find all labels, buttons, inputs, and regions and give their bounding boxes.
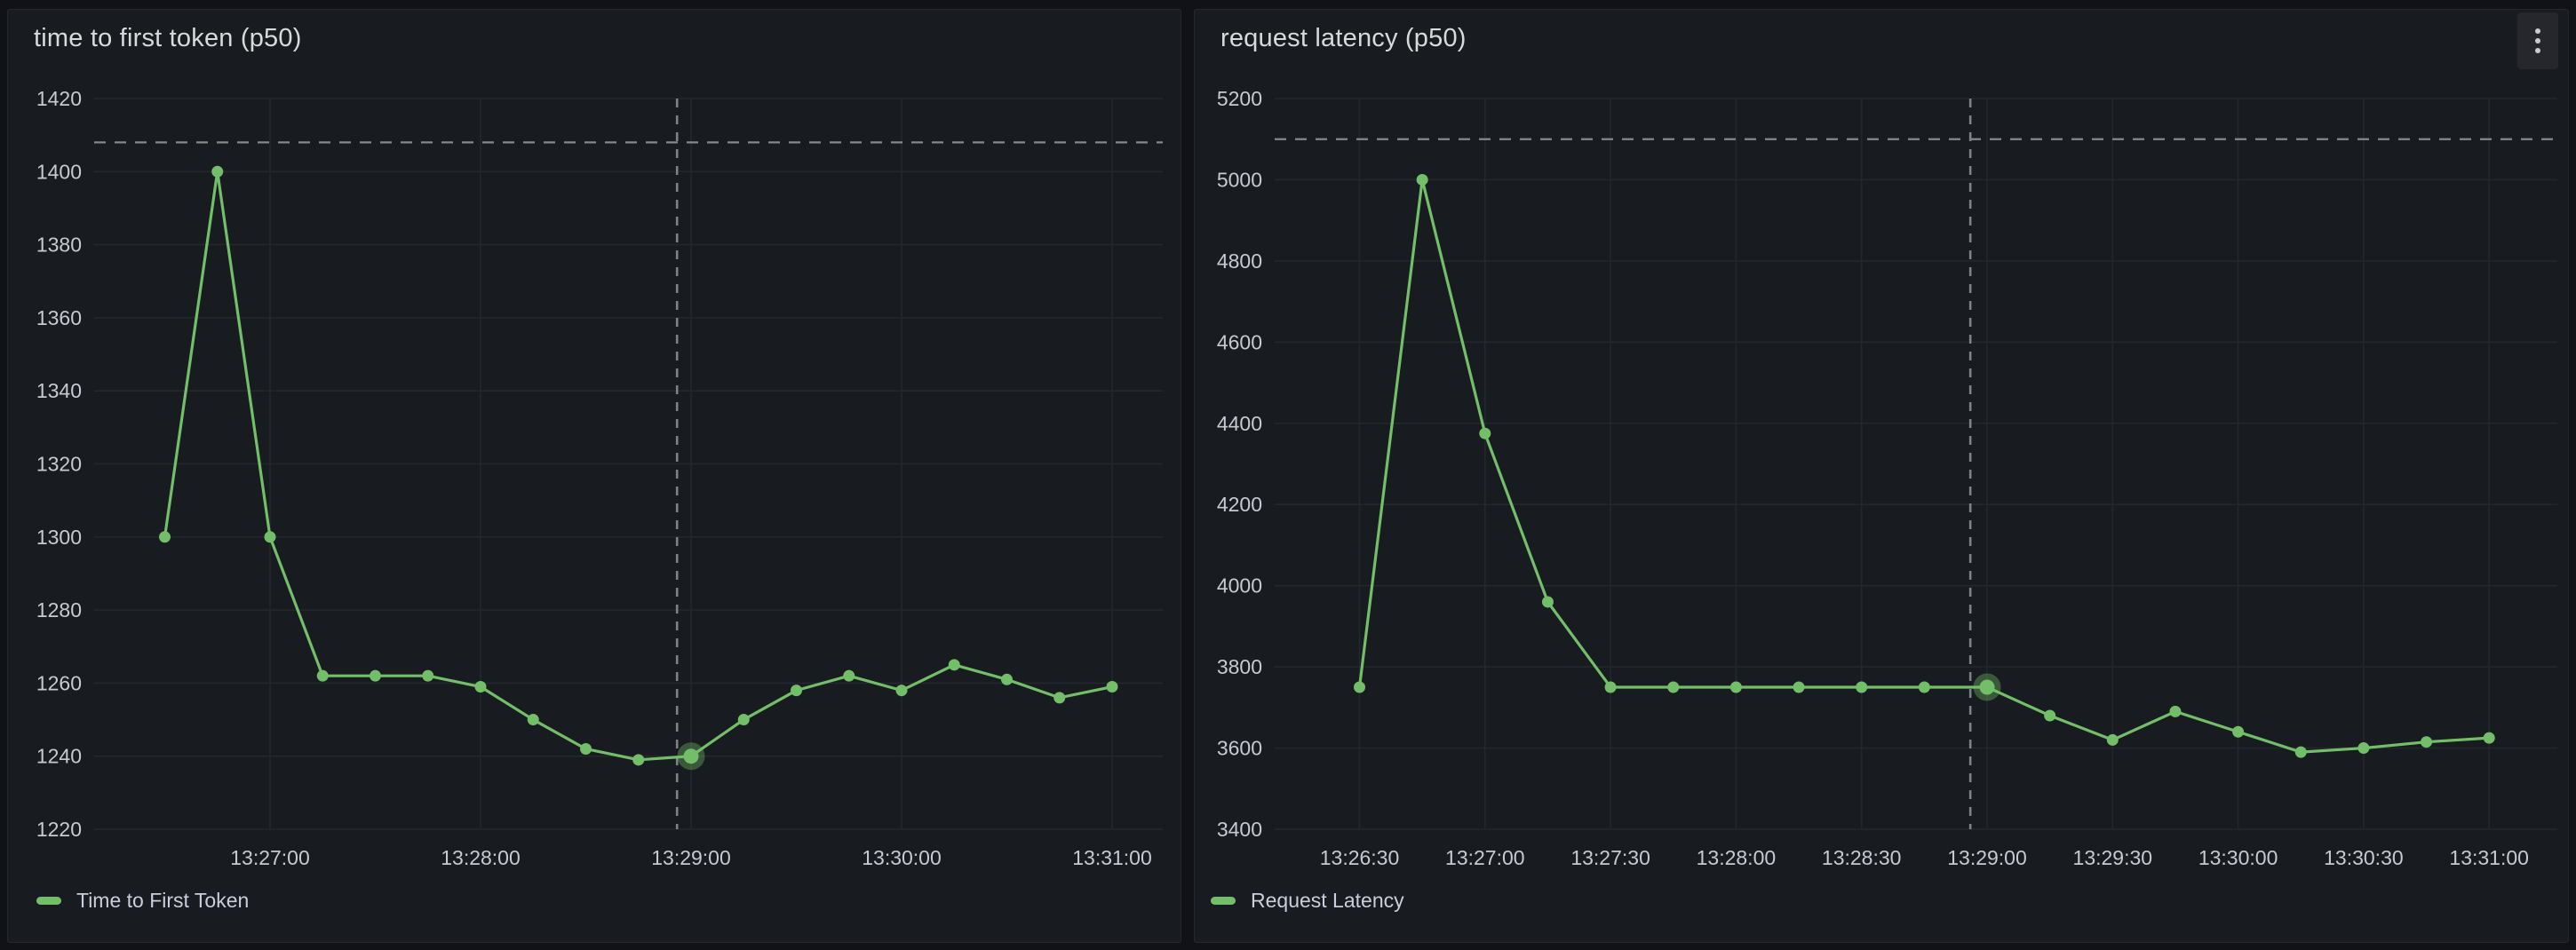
legend-series-label: Request Latency xyxy=(1251,889,1404,912)
panel-menu-button[interactable] xyxy=(2517,12,2558,69)
data-point xyxy=(843,669,855,682)
x-axis-tick-label: 13:26:30 xyxy=(1320,846,1400,869)
data-point xyxy=(1667,681,1680,693)
data-point xyxy=(1856,681,1868,693)
data-point xyxy=(1604,681,1617,693)
series-line xyxy=(163,170,1113,762)
y-axis-tick-label: 3400 xyxy=(1217,818,1262,841)
data-point xyxy=(264,531,276,543)
x-axis-tick-label: 13:29:30 xyxy=(2073,846,2153,869)
data-point xyxy=(2169,705,2182,717)
panel-title[interactable]: time to first token (p50) xyxy=(34,24,302,52)
y-axis-tick-label: 4800 xyxy=(1217,249,1262,273)
y-axis-tick-label: 1280 xyxy=(36,598,82,621)
data-point xyxy=(2357,742,2370,755)
data-point xyxy=(1729,681,1742,693)
y-axis-tick-label: 1360 xyxy=(36,306,82,329)
legend-series-label: Time to First Token xyxy=(76,889,250,912)
y-axis-tick-label: 1340 xyxy=(36,379,82,402)
highlighted-point xyxy=(683,748,699,764)
x-axis-tick-label: 13:27:00 xyxy=(1445,846,1525,869)
y-axis-tick-label: 5200 xyxy=(1217,87,1262,110)
data-point xyxy=(1416,173,1428,186)
data-point xyxy=(2106,733,2119,746)
panel-time-to-first-token: time to first token (p50) 1220 1240 1260 12… xyxy=(7,9,1181,943)
x-axis-tick-label: 13:28:30 xyxy=(1822,846,1902,869)
y-axis-tick-label: 4400 xyxy=(1217,412,1262,435)
x-axis-tick-label: 13:29:00 xyxy=(1947,846,2027,869)
data-point xyxy=(1479,427,1491,439)
data-point xyxy=(2294,746,2307,758)
data-point xyxy=(527,714,539,726)
legend: Time to First Token xyxy=(36,889,249,913)
x-axis-tick-label: 13:30:00 xyxy=(2198,846,2278,869)
series-color-swatch xyxy=(1211,897,1236,905)
data-point xyxy=(580,742,592,755)
y-axis-tick-label: 1420 xyxy=(36,87,82,110)
data-point xyxy=(791,685,802,697)
y-axis-tick-label: 1260 xyxy=(36,671,82,694)
data-point xyxy=(211,165,224,178)
data-point xyxy=(474,681,487,693)
data-point xyxy=(737,714,750,726)
y-axis-tick-label: 4600 xyxy=(1217,330,1262,353)
y-axis-tick-label: 5000 xyxy=(1217,168,1262,191)
data-point xyxy=(2483,732,2495,744)
series-color-swatch xyxy=(36,897,61,905)
data-point xyxy=(370,669,381,682)
x-axis-tick-label: 13:28:00 xyxy=(1697,846,1777,869)
data-point xyxy=(2232,725,2245,738)
x-axis-tick-label: 13:27:00 xyxy=(230,846,310,869)
x-axis-tick-label: 13:28:00 xyxy=(441,846,521,869)
y-axis-tick-label: 1320 xyxy=(36,453,82,476)
data-point xyxy=(2044,709,2056,722)
latency-chart-canvas[interactable]: 3400 3600 3800 4000 4200 4400 4600 4800 5000 5200… xyxy=(1195,10,2570,944)
y-axis-tick-label: 4000 xyxy=(1217,574,1262,598)
kebab-menu-icon xyxy=(2535,28,2540,34)
data-point xyxy=(1106,681,1118,693)
x-axis-tick-label: 13:27:30 xyxy=(1570,846,1650,869)
y-axis-tick-label: 1400 xyxy=(36,160,82,183)
x-axis-tick-label: 13:30:30 xyxy=(2324,846,2404,869)
data-point xyxy=(422,669,434,682)
kebab-menu-icon xyxy=(2535,48,2540,53)
legend-item-time-to-first-token[interactable]: Time to First Token xyxy=(36,889,249,913)
data-point xyxy=(1354,681,1365,693)
x-axis-tick-label: 13:30:00 xyxy=(862,846,942,869)
data-point xyxy=(159,531,171,543)
data-point xyxy=(1001,673,1013,685)
y-axis-tick-label: 1300 xyxy=(36,526,82,549)
legend: Request Latency xyxy=(1211,889,1404,913)
kebab-menu-icon xyxy=(2535,38,2540,44)
y-axis-tick-label: 1380 xyxy=(36,234,82,257)
legend-item-request-latency[interactable]: Request Latency xyxy=(1211,889,1404,913)
data-point xyxy=(2421,736,2433,748)
data-point xyxy=(1541,596,1554,608)
panel-request-latency: request latency (p50) 3400 3600 3800 4000 42… xyxy=(1194,9,2569,943)
data-point xyxy=(1053,692,1066,704)
x-axis-tick-label: 13:31:00 xyxy=(1072,846,1152,869)
data-point xyxy=(895,685,908,697)
data-point xyxy=(316,669,329,682)
y-axis-tick-label: 1240 xyxy=(36,745,82,768)
y-axis-tick-label: 3800 xyxy=(1217,655,1262,678)
x-axis-tick-label: 13:29:00 xyxy=(651,846,731,869)
y-axis-tick-label: 1220 xyxy=(36,818,82,841)
highlighted-point xyxy=(1979,679,1995,695)
y-axis-tick-label: 4200 xyxy=(1217,493,1262,516)
y-axis-tick-label: 3600 xyxy=(1217,737,1262,760)
ttft-chart-canvas[interactable]: 1220 1240 1260 1280 1300 1320 1340 1360 1380 1400… xyxy=(8,10,1182,944)
data-point xyxy=(948,659,960,671)
data-point xyxy=(1793,681,1805,693)
panel-title[interactable]: request latency (p50) xyxy=(1220,24,1467,52)
data-point xyxy=(632,754,645,766)
data-point xyxy=(1918,681,1930,693)
x-axis-tick-label: 13:31:00 xyxy=(2449,846,2529,869)
